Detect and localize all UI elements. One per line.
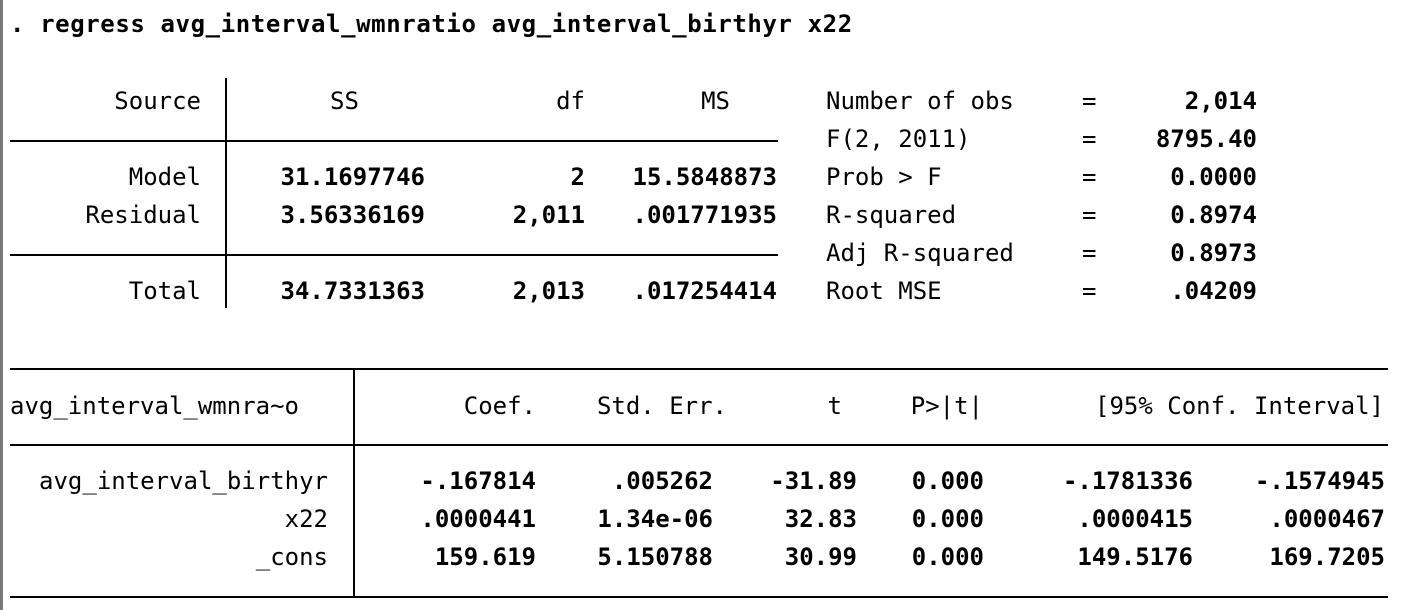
coef-row-name: x22 — [284, 505, 328, 533]
coef-row-p: 0.000 — [911, 505, 984, 533]
stat-equals: = — [1082, 87, 1097, 115]
stat-value: 0.8974 — [1170, 201, 1257, 229]
anova-column-divider — [225, 78, 227, 308]
coef-row-t: 30.99 — [784, 543, 857, 571]
anova-row-ms: .017254414 — [632, 277, 778, 305]
coef-row-ci-low: .0000415 — [1077, 505, 1193, 533]
stat-value: 8795.40 — [1155, 125, 1257, 153]
coef-top-rule — [10, 368, 1388, 370]
coef-row-coef: .0000441 — [420, 505, 536, 533]
stat-value: 0.8973 — [1170, 239, 1257, 267]
coef-row-p: 0.000 — [911, 467, 984, 495]
window-left-border — [0, 0, 3, 610]
anova-row-ss: 3.56336169 — [280, 201, 426, 229]
anova-row-ss: 34.7331363 — [280, 277, 426, 305]
anova-row-df: 2,013 — [512, 277, 585, 305]
anova-row-ms: 15.5848873 — [632, 163, 778, 191]
stat-equals: = — [1082, 201, 1097, 229]
coef-header-ci: [95% Conf. Interval] — [1095, 392, 1384, 420]
coef-row-ci-low: -.1781336 — [1062, 467, 1193, 495]
coef-row-p: 0.000 — [911, 543, 984, 571]
anova-row-df: 2,011 — [512, 201, 585, 229]
coef-header-se: Std. Err. — [596, 392, 727, 420]
stat-equals: = — [1082, 239, 1097, 267]
anova-row-source: Residual — [85, 201, 201, 229]
coef-row-se: 5.150788 — [597, 543, 713, 571]
stat-value: 0.0000 — [1170, 163, 1257, 191]
anova-header-source: Source — [114, 87, 201, 115]
coef-row-name: avg_interval_birthyr — [39, 467, 328, 495]
anova-row-source: Total — [128, 277, 201, 305]
anova-header-df: df — [556, 87, 585, 115]
coef-header-depvar: avg_interval_wmnra~o — [10, 392, 299, 420]
coef-row-name: _cons — [255, 543, 328, 571]
stat-label: F(2, 2011) — [826, 125, 971, 153]
anova-row-df: 2 — [570, 163, 585, 191]
stat-equals: = — [1082, 277, 1097, 305]
anova-header-ss: SS — [330, 87, 359, 115]
stat-label: Number of obs — [826, 87, 1014, 115]
stat-label: Prob > F — [826, 163, 942, 191]
coef-bottom-rule — [10, 596, 1388, 598]
anova-row-ms: .001771935 — [632, 201, 778, 229]
coef-row-se: .005262 — [611, 467, 713, 495]
stat-label: Adj R-squared — [826, 239, 1014, 267]
coef-column-divider — [353, 368, 355, 598]
coef-row-ci-high: .0000467 — [1269, 505, 1385, 533]
coef-header-p: P>|t| — [910, 392, 983, 420]
anova-header-rule — [10, 140, 778, 142]
coef-header-rule — [10, 444, 1388, 446]
stat-value: .04209 — [1170, 277, 1257, 305]
command-line: . regress avg_interval_wmnratio avg_inte… — [10, 10, 853, 38]
coef-header-t: t — [827, 392, 842, 420]
coef-row-ci-high: 169.7205 — [1269, 543, 1385, 571]
coef-row-t: -31.89 — [770, 467, 857, 495]
coef-row-ci-low: 149.5176 — [1077, 543, 1193, 571]
coef-row-coef: -.167814 — [420, 467, 536, 495]
stat-value: 2,014 — [1184, 87, 1257, 115]
stat-label: R-squared — [826, 201, 957, 229]
coef-row-ci-high: -.1574945 — [1254, 467, 1385, 495]
anova-header-ms: MS — [701, 87, 730, 115]
coef-header-coef: Coef. — [463, 392, 536, 420]
anova-row-ss: 31.1697746 — [280, 163, 426, 191]
stat-equals: = — [1082, 125, 1097, 153]
coef-row-t: 32.83 — [784, 505, 857, 533]
anova-total-rule — [10, 254, 778, 256]
coef-row-coef: 159.619 — [434, 543, 536, 571]
coef-row-se: 1.34e-06 — [597, 505, 713, 533]
stat-equals: = — [1082, 163, 1097, 191]
anova-row-source: Model — [128, 163, 201, 191]
stat-label: Root MSE — [826, 277, 942, 305]
